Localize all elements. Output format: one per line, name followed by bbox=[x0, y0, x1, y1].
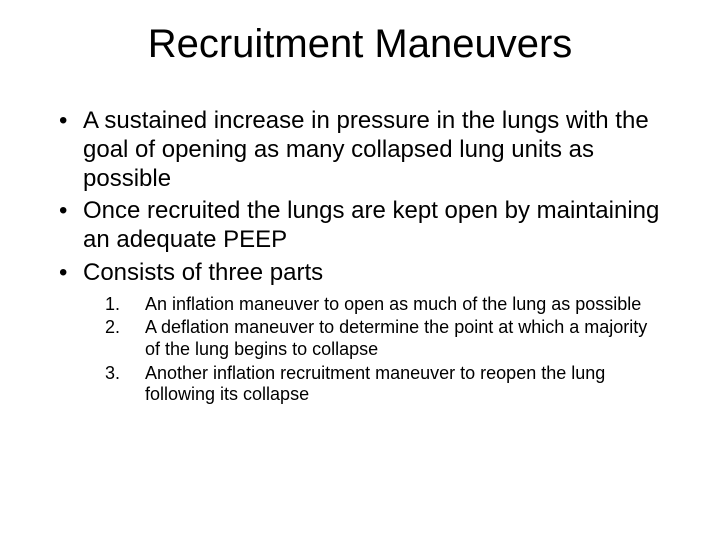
numbered-sublist: An inflation maneuver to open as much of… bbox=[55, 294, 665, 406]
bullet-item: A sustained increase in pressure in the … bbox=[55, 107, 665, 193]
sub-item: Another inflation recruitment maneuver t… bbox=[105, 363, 665, 406]
bullet-list: A sustained increase in pressure in the … bbox=[55, 107, 665, 288]
sub-item: An inflation maneuver to open as much of… bbox=[105, 294, 665, 316]
sub-item: A deflation maneuver to determine the po… bbox=[105, 317, 665, 360]
bullet-item: Once recruited the lungs are kept open b… bbox=[55, 197, 665, 255]
slide-title: Recruitment Maneuvers bbox=[55, 22, 665, 67]
slide: Recruitment Maneuvers A sustained increa… bbox=[0, 0, 720, 540]
bullet-item: Consists of three parts bbox=[55, 259, 665, 288]
